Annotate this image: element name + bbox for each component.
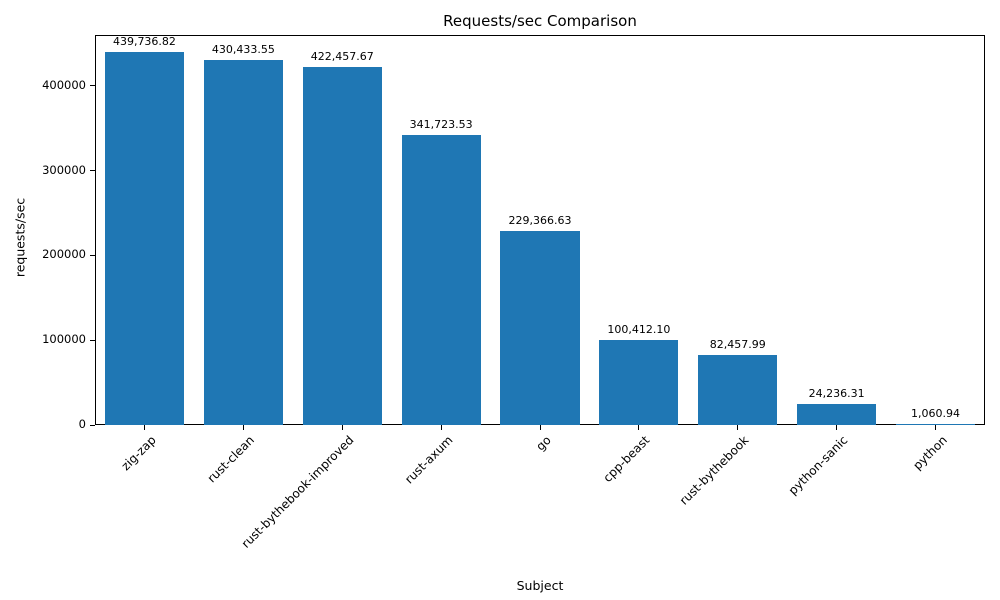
y-tick-label: 100000 — [42, 332, 86, 347]
bar — [698, 355, 778, 425]
bar — [302, 66, 382, 425]
bar — [500, 230, 580, 425]
bar-value-label: 100,412.10 — [607, 322, 671, 336]
x-tick-mark — [143, 425, 145, 430]
bar-value-label: 422,457.67 — [310, 49, 374, 63]
x-tick-mark — [737, 425, 739, 430]
bar-value-label: 1,060.94 — [911, 407, 961, 421]
x-tick-mark — [935, 425, 937, 430]
x-tick-label: rust-bythebook — [677, 433, 752, 508]
x-tick-label: zig-zap — [118, 433, 159, 474]
bar-value-label: 341,723.53 — [409, 118, 473, 132]
y-tick-mark — [90, 339, 95, 341]
x-tick-label: rust-axum — [401, 433, 456, 487]
bar — [896, 424, 976, 425]
bar-value-label: 229,366.63 — [508, 213, 572, 227]
x-axis-label: Subject — [516, 578, 564, 593]
bar — [797, 404, 877, 425]
y-axis-label: requests/sec — [12, 197, 28, 278]
bar-value-label: 439,736.82 — [112, 35, 176, 49]
y-tick-label: 400000 — [42, 77, 86, 92]
y-tick-label: 200000 — [42, 247, 86, 262]
bar-value-label: 82,457.99 — [709, 338, 766, 352]
x-tick-mark — [836, 425, 838, 430]
bar — [203, 60, 283, 425]
x-tick-mark — [539, 425, 541, 430]
y-tick-mark — [90, 170, 95, 172]
y-tick-mark — [90, 254, 95, 256]
y-tick-mark — [90, 85, 95, 87]
chart-title: Requests/sec Comparison — [443, 12, 637, 30]
x-tick-label: rust-clean — [204, 433, 258, 486]
bar-value-label: 24,236.31 — [808, 387, 865, 401]
x-tick-label: python-sanic — [785, 433, 851, 498]
bar-value-label: 430,433.55 — [211, 43, 275, 57]
x-tick-mark — [341, 425, 343, 430]
bar — [599, 339, 679, 425]
bar — [401, 135, 481, 425]
y-tick-label: 0 — [78, 417, 86, 431]
bar — [104, 52, 184, 425]
x-tick-label: cpp-beast — [600, 433, 653, 485]
y-tick-mark — [90, 424, 95, 426]
x-tick-mark — [242, 425, 244, 430]
x-tick-mark — [638, 425, 640, 430]
y-tick-label: 300000 — [42, 162, 86, 177]
x-tick-mark — [440, 425, 442, 430]
x-tick-label: go — [533, 433, 554, 454]
x-tick-label: python — [909, 433, 950, 473]
x-tick-label: rust-bythebook-improved — [238, 433, 357, 551]
